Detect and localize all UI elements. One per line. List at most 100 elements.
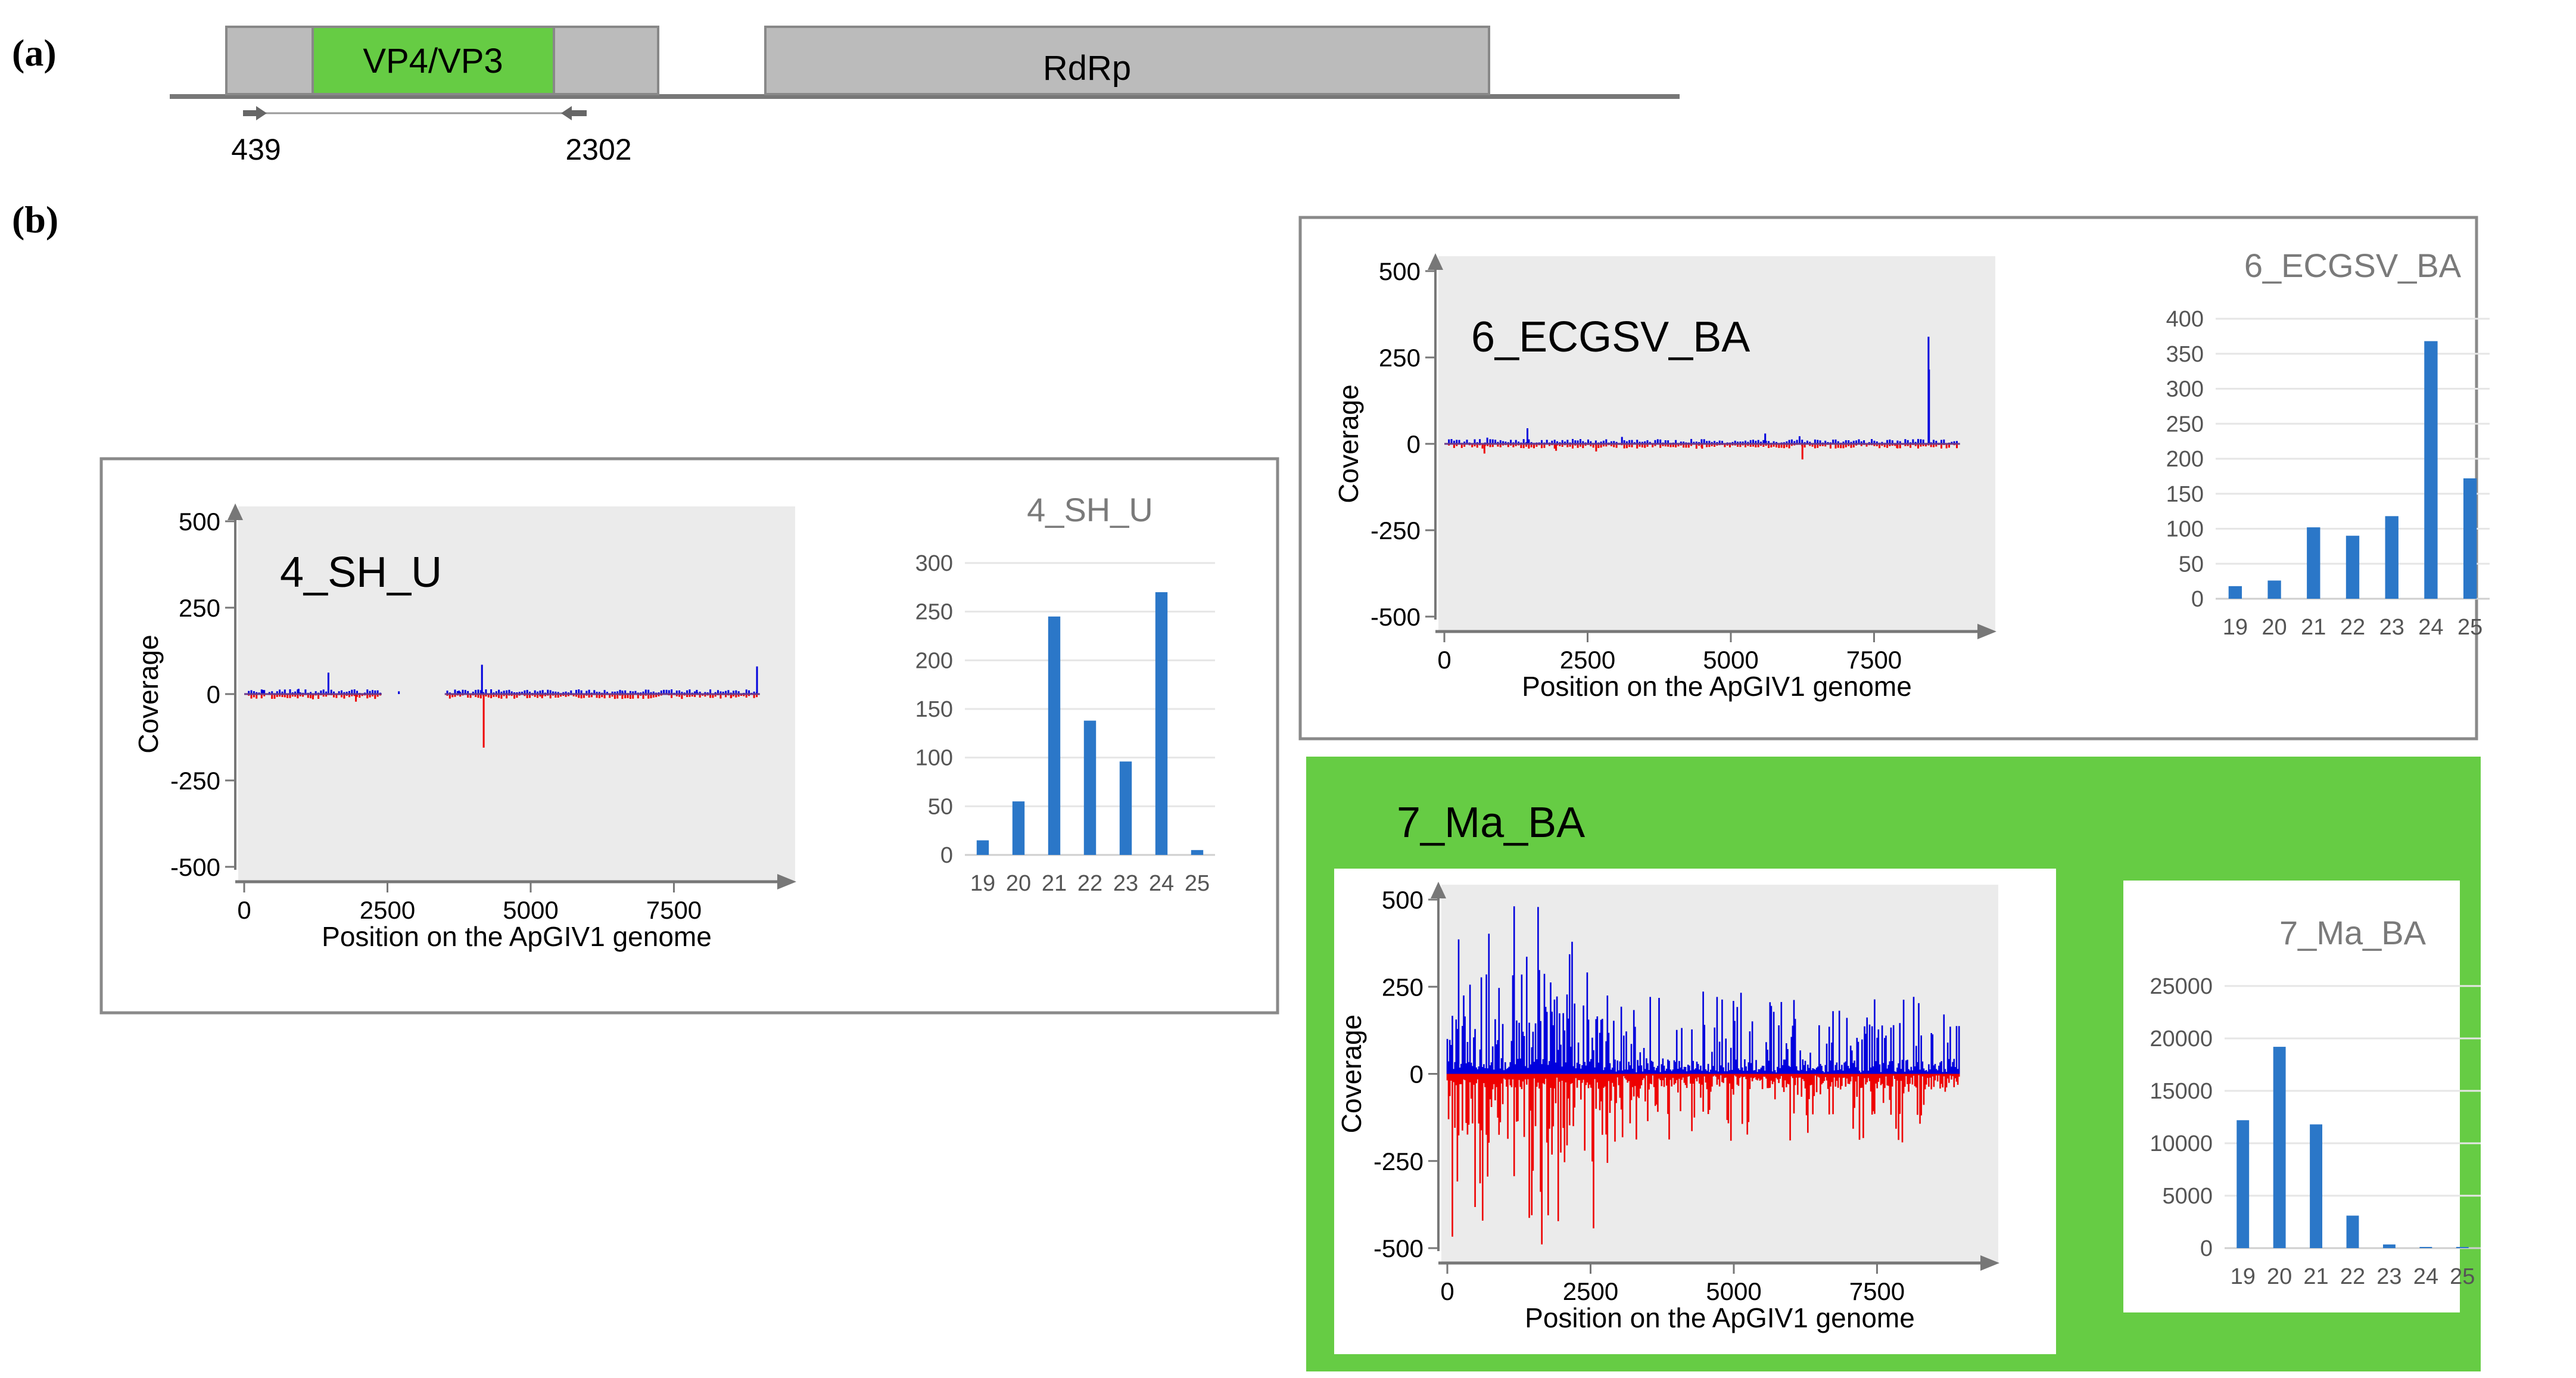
minus-strand-coverage — [1446, 1074, 1960, 1245]
y-tick-label: 20000 — [2150, 1026, 2213, 1052]
bar-25 — [2456, 1247, 2469, 1248]
bar-20 — [1012, 801, 1025, 855]
y-tick-label: 300 — [915, 551, 953, 576]
x-tick-label: 24 — [1149, 871, 1174, 896]
y-tick-label: 500 — [179, 508, 220, 536]
y-axis-arrowhead — [228, 503, 243, 520]
bar-24 — [2419, 1247, 2432, 1248]
bar-24 — [1155, 592, 1168, 855]
y-tick-label: 350 — [2166, 342, 2204, 367]
bar-21 — [2307, 527, 2320, 599]
x-tick-label: 21 — [1042, 871, 1067, 896]
sample-7-size-panel — [2123, 881, 2460, 1312]
y-axis-arrowhead — [1428, 253, 1443, 270]
y-tick-label: 250 — [179, 594, 220, 622]
x-tick-label: 24 — [2418, 615, 2443, 640]
y-tick-label: 5000 — [2162, 1184, 2213, 1209]
y-tick-label: 100 — [2166, 517, 2204, 542]
bar-22 — [2346, 1215, 2359, 1248]
y-tick-label: -500 — [1370, 603, 1421, 631]
bar-25 — [2463, 478, 2477, 599]
coverage-plot-title: 4_SH_U — [280, 549, 442, 596]
x-tick-label: 25 — [2457, 615, 2482, 640]
y-tick-label: 300 — [2166, 377, 2204, 402]
y-tick-label: -250 — [1373, 1147, 1424, 1175]
bar-19 — [976, 840, 989, 855]
y-tick-label: 50 — [2179, 552, 2204, 577]
bar-19 — [2237, 1120, 2250, 1248]
y-tick-label: 0 — [1407, 430, 1421, 458]
y-tick-label: 250 — [1379, 344, 1421, 372]
size-chart-title: 4_SH_U — [1027, 491, 1153, 528]
x-tick-label: 2500 — [360, 896, 415, 924]
y-tick-label: 150 — [2166, 482, 2204, 507]
y-tick-label: 500 — [1382, 886, 1424, 914]
y-tick-label: -500 — [1373, 1234, 1424, 1262]
bar-23 — [1119, 761, 1132, 855]
x-tick-label: 7500 — [1849, 1277, 1905, 1305]
rdrp-label: RdRp — [1043, 49, 1131, 88]
x-tick-label: 23 — [2379, 615, 2404, 640]
x-tick-label: 25 — [2450, 1264, 2475, 1289]
x-tick-label: 22 — [1077, 871, 1102, 896]
coverage-plot-title: 6_ECGSV_BA — [1471, 313, 1750, 361]
bar-20 — [2267, 580, 2281, 599]
x-tick-label: 19 — [970, 871, 995, 896]
size-chart-7_Ma_BA_sizes: 7_Ma_BA 25000 20000 15000 10000 5000 0 19 20 21 22… — [2150, 914, 2481, 1289]
plus-strand-coverage — [1448, 337, 1958, 444]
y-tick-label: 25000 — [2150, 974, 2213, 999]
bar-24 — [2424, 341, 2438, 599]
size-chart-4_SH_U_sizes: 4_SH_U 300 250 200 150 100 50 0 19 20 21 22 23 24 25 — [915, 491, 1215, 896]
x-axis-title: Position on the ApGIV1 genome — [322, 921, 712, 952]
y-tick-label: 10000 — [2150, 1131, 2213, 1156]
x-tick-label: 21 — [2301, 615, 2326, 640]
y-tick-label: 250 — [915, 600, 953, 625]
x-tick-label: 20 — [2262, 615, 2287, 640]
primer-reverse-position: 2302 — [565, 133, 631, 166]
y-tick-label: 0 — [1410, 1060, 1424, 1088]
x-tick-label: 24 — [2413, 1264, 2438, 1289]
x-tick-label: 21 — [2303, 1264, 2328, 1289]
y-axis-title: Coverage — [1333, 384, 1364, 503]
primer-forward-arrowhead — [256, 106, 267, 120]
y-axis-title: Coverage — [133, 634, 164, 753]
x-tick-label: 5000 — [1703, 646, 1758, 674]
y-axis-arrowhead — [1431, 882, 1446, 898]
x-tick-label: 20 — [1006, 871, 1031, 896]
genome-map: VP4/VP3 RdRp — [170, 26, 1680, 120]
primer-forward-position: 439 — [231, 133, 281, 166]
y-tick-label: 100 — [915, 746, 953, 771]
x-tick-label: 2500 — [1560, 646, 1615, 674]
bar-23 — [2382, 1244, 2396, 1248]
bar-21 — [2310, 1124, 2323, 1248]
x-tick-label: 2500 — [1563, 1277, 1618, 1305]
y-tick-label: 0 — [2191, 587, 2204, 612]
x-tick-label: 7500 — [646, 896, 702, 924]
y-axis-title: Coverage — [1336, 1015, 1367, 1133]
y-tick-label: 0 — [940, 843, 953, 868]
y-tick-label: 400 — [2166, 307, 2204, 332]
y-tick-label: 250 — [1382, 973, 1424, 1001]
size-chart-6_ECGSV_BA_sizes: 6_ECGSV_BA 400 350 300 250 200 150 100 50 0 19 20 21… — [2166, 247, 2490, 640]
bar-19 — [2228, 586, 2242, 599]
x-tick-label: 23 — [1113, 871, 1138, 896]
x-tick-label: 22 — [2340, 1264, 2365, 1289]
bar-21 — [1048, 616, 1061, 855]
y-tick-label: -250 — [1370, 517, 1421, 545]
y-tick-label: -500 — [170, 853, 220, 881]
x-axis-arrowhead — [1977, 624, 1996, 639]
x-axis-title: Position on the ApGIV1 genome — [1522, 671, 1912, 702]
vp4-vp3-label: VP4/VP3 — [363, 42, 503, 80]
y-tick-label: 500 — [1379, 257, 1421, 285]
size-chart-title: 6_ECGSV_BA — [2244, 247, 2462, 284]
y-tick-label: 250 — [2166, 412, 2204, 437]
primer-reverse-arrowhead — [561, 106, 572, 120]
x-tick-label: 20 — [2267, 1264, 2292, 1289]
y-tick-label: 15000 — [2150, 1079, 2213, 1104]
y-tick-label: 0 — [2200, 1236, 2213, 1261]
bar-25 — [1191, 850, 1204, 855]
vp4-vp3-box — [312, 26, 555, 95]
